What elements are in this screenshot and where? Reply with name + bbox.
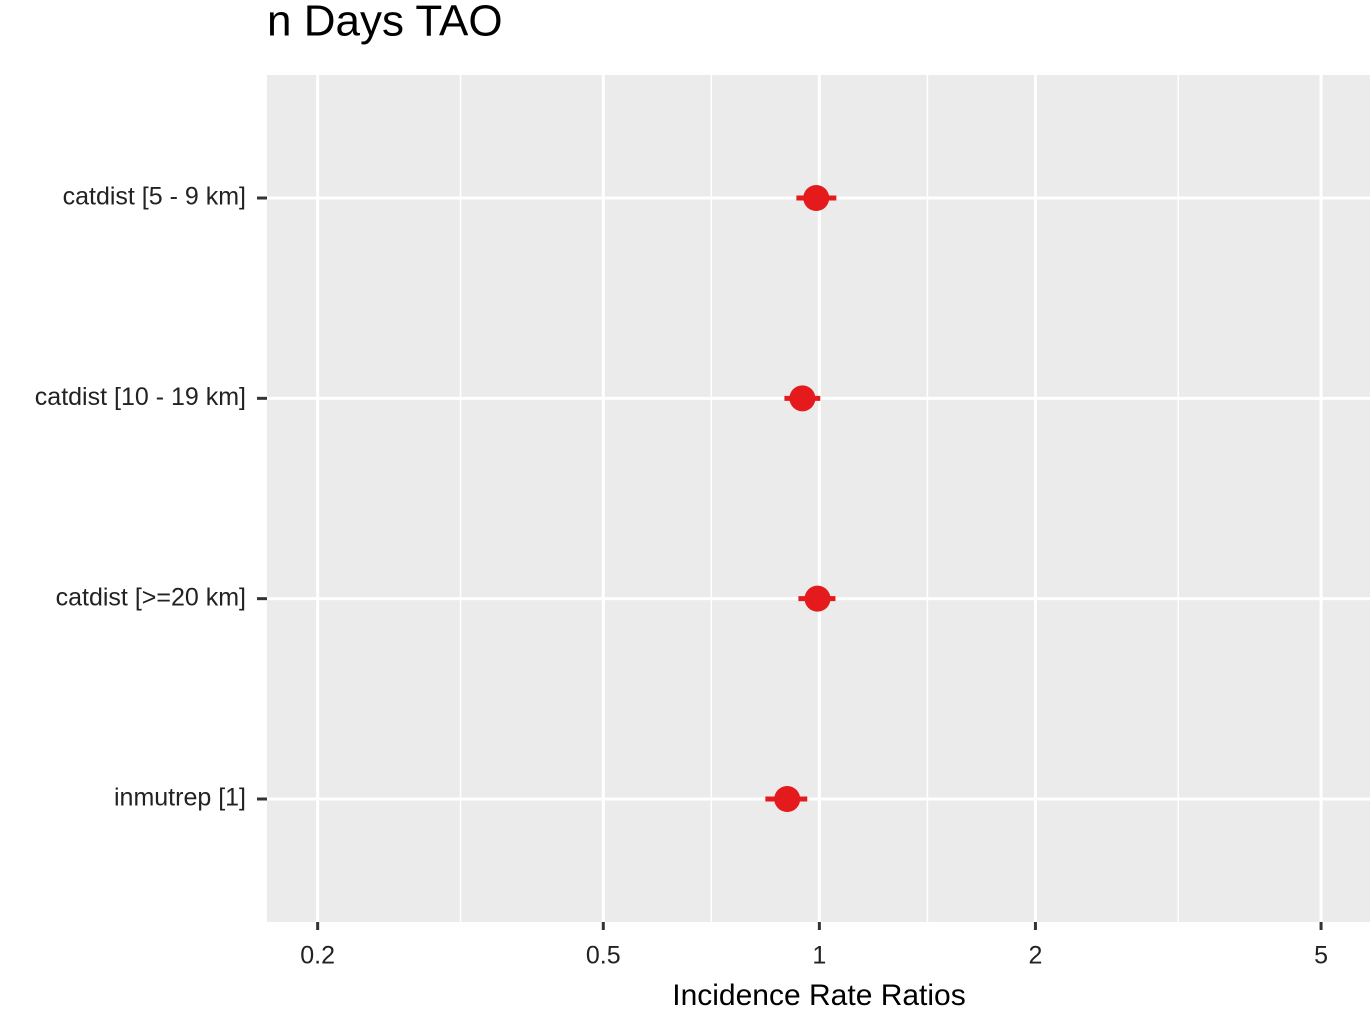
y-tick-label: catdist [>=20 km] (56, 583, 246, 611)
x-tick-label: 5 (1314, 942, 1328, 970)
x-tick-label: 2 (1028, 942, 1042, 970)
point (789, 385, 816, 412)
y-tick-label: catdist [10 - 19 km] (35, 383, 246, 411)
point (804, 585, 831, 612)
y-tick-label: catdist [5 - 9 km] (63, 183, 246, 211)
point (774, 786, 801, 812)
x-tick-label: 0.2 (300, 942, 335, 970)
x-axis-label: Incidence Rate Ratios (672, 979, 966, 1009)
y-tick-label: inmutrep [1] (114, 784, 246, 812)
chart-title: n Days TAO (267, 0, 503, 46)
x-tick-label: 0.5 (586, 942, 621, 970)
point (803, 185, 830, 211)
x-tick-label: 1 (812, 942, 826, 970)
